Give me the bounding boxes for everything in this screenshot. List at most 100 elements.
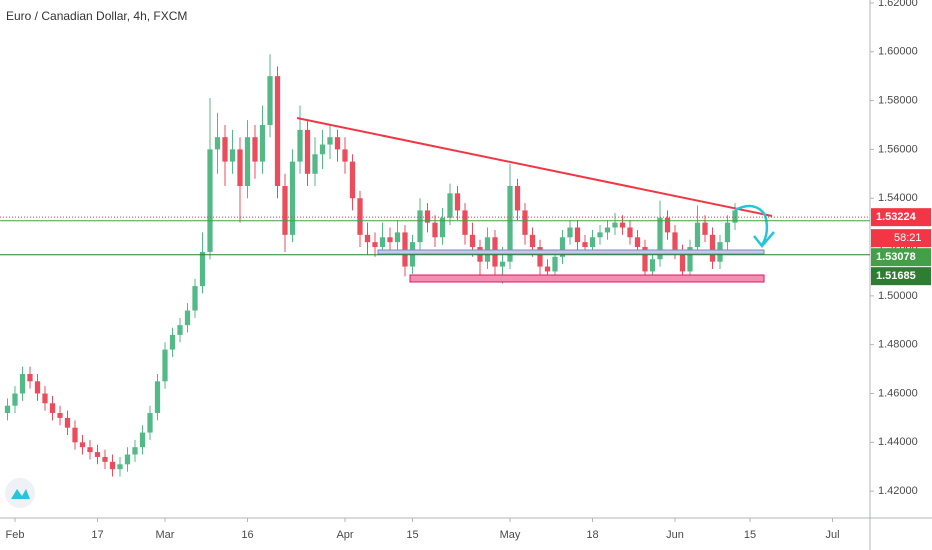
arrow-curve <box>734 204 769 246</box>
candle-body <box>289 161 296 235</box>
candle-body <box>199 251 206 287</box>
candle-body <box>649 259 656 272</box>
candle-body <box>529 234 536 248</box>
candle-body <box>64 417 71 428</box>
candle-body <box>522 210 528 235</box>
candle-body <box>42 393 48 404</box>
candle-body <box>657 217 663 260</box>
candle-body <box>19 373 26 394</box>
candle-body <box>514 186 521 211</box>
candle-body <box>222 137 228 162</box>
candle-body <box>709 234 716 262</box>
candle-body <box>72 427 78 443</box>
candle-body <box>94 452 101 457</box>
candle-body <box>627 227 633 238</box>
candle-body <box>499 261 506 267</box>
candle-body <box>49 403 56 414</box>
y-tick-label: 1.62000 <box>878 0 918 9</box>
candle-body <box>439 217 446 238</box>
countdown-tag <box>871 229 931 248</box>
candle-body <box>664 217 671 233</box>
candle-body <box>582 242 588 248</box>
x-tick-label: May <box>500 529 521 541</box>
candle-body <box>229 149 236 162</box>
candle-body <box>432 222 438 238</box>
candle-body <box>319 144 326 155</box>
candle-body <box>574 227 581 243</box>
candle-body <box>4 405 11 414</box>
candle-body <box>394 232 401 243</box>
y-tick-label: 1.44000 <box>878 436 918 448</box>
price-tag <box>871 208 931 227</box>
y-tick-label: 1.46000 <box>878 387 918 399</box>
candle-body <box>379 237 386 248</box>
candle-body <box>304 129 311 174</box>
candle-body <box>559 237 566 257</box>
candle-body <box>207 149 213 252</box>
y-tick-label: 1.50000 <box>878 290 918 302</box>
candle-body <box>694 222 701 248</box>
candle-body <box>589 237 596 248</box>
candle-body <box>417 210 423 243</box>
countdown-label: 58:21 <box>894 232 922 244</box>
candle-body <box>282 186 288 235</box>
candle-body <box>109 461 116 470</box>
candle-body <box>402 232 408 267</box>
candle-body <box>154 381 161 414</box>
x-tick-label: 18 <box>586 529 598 541</box>
price-tag-label: 1.51685 <box>876 270 916 282</box>
y-tick-label: 1.42000 <box>878 485 918 497</box>
candle-body <box>117 464 123 470</box>
candle-body <box>267 76 273 125</box>
price-tag <box>871 248 931 267</box>
x-tick-label: 17 <box>91 529 103 541</box>
candle-body <box>679 251 686 272</box>
candle-body <box>27 373 33 382</box>
candle-body <box>687 247 693 272</box>
x-tick-label: Mar <box>156 529 175 541</box>
logo <box>5 478 35 508</box>
x-tick-label: 16 <box>241 529 253 541</box>
candle-body <box>567 227 573 238</box>
candle-body <box>147 413 153 433</box>
candle-body <box>612 222 618 228</box>
candle-body <box>252 137 258 162</box>
y-tick-label: 1.60000 <box>878 46 918 58</box>
candle-body <box>162 349 168 382</box>
x-tick-label: 15 <box>406 529 418 541</box>
price-tag-label: 1.53078 <box>876 251 916 263</box>
candle-body <box>139 432 146 448</box>
candle-body <box>619 222 626 228</box>
candle-body <box>537 247 543 267</box>
candle-body <box>672 232 678 252</box>
y-tick-label: 1.54000 <box>878 192 918 204</box>
candle-body <box>334 137 341 150</box>
x-tick-label: Jul <box>825 529 839 541</box>
candle-body <box>124 454 131 465</box>
candle-body <box>184 310 191 326</box>
candle-body <box>312 154 318 174</box>
candle-body <box>462 210 468 235</box>
candle-body <box>169 334 176 350</box>
candle-body <box>447 193 453 218</box>
candle-body <box>724 222 731 243</box>
price-tag <box>871 267 931 286</box>
candle-body <box>507 186 513 262</box>
y-tick-label: 1.48000 <box>878 339 918 351</box>
x-tick-label: Apr <box>336 529 353 541</box>
candle-body <box>732 210 738 223</box>
candle-body <box>244 137 251 187</box>
chart-title: Euro / Canadian Dollar, 4h, FXCM <box>6 9 187 23</box>
candle-body <box>552 256 558 272</box>
candle-body <box>12 393 18 406</box>
candle-body <box>177 325 183 335</box>
y-tick-label: 1.56000 <box>878 143 918 155</box>
candle-body <box>597 232 603 238</box>
price-tag-label: 1.53224 <box>876 211 917 223</box>
candle-body <box>484 237 491 262</box>
trendline <box>296 117 773 217</box>
candle-body <box>702 222 708 235</box>
candle-body <box>259 124 266 162</box>
candle-body <box>454 193 461 211</box>
